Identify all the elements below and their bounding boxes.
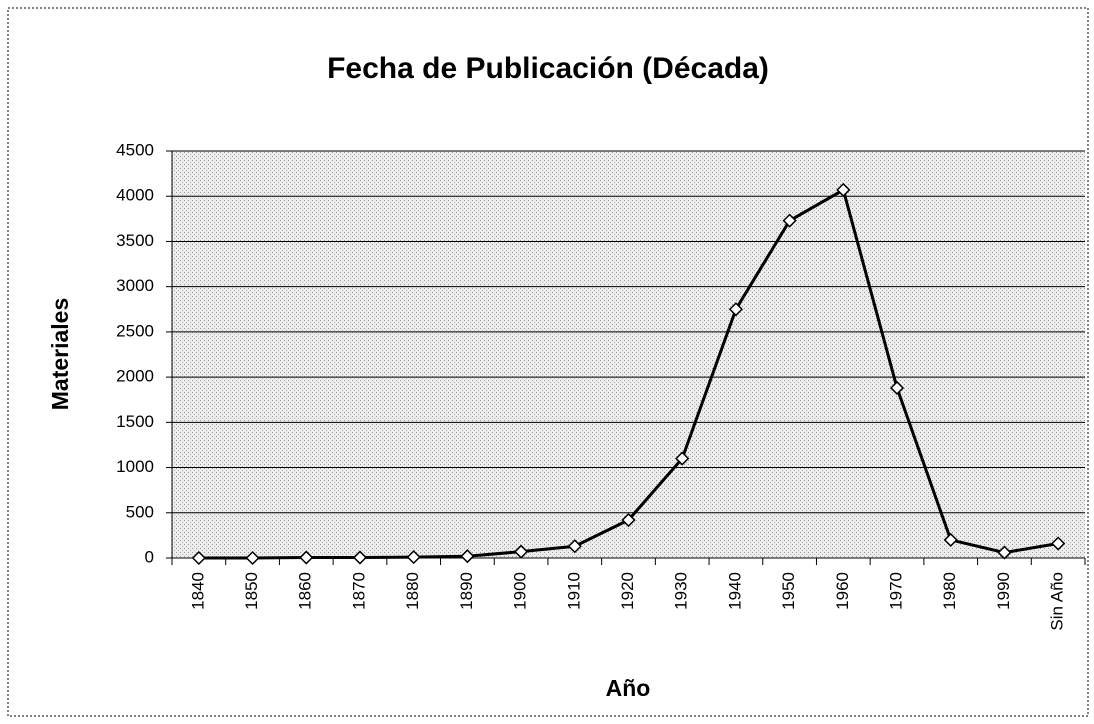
y-tick-label: 2000 bbox=[116, 367, 154, 386]
x-tick-label: 1870 bbox=[349, 572, 368, 610]
marker bbox=[299, 550, 314, 565]
marker bbox=[460, 549, 475, 564]
marker bbox=[943, 532, 958, 547]
marker bbox=[675, 451, 690, 466]
marker bbox=[567, 539, 582, 554]
y-tick-label: 2500 bbox=[116, 321, 154, 340]
x-tick-label: 1920 bbox=[618, 572, 637, 610]
marker bbox=[997, 545, 1012, 560]
marker bbox=[514, 544, 529, 559]
x-tick-label: 1850 bbox=[242, 572, 261, 610]
y-tick-label: 1500 bbox=[116, 412, 154, 431]
marker bbox=[191, 550, 206, 566]
y-tick-label: 1000 bbox=[116, 457, 154, 476]
x-tick-label: 1980 bbox=[940, 572, 959, 610]
y-tick-label: 3000 bbox=[116, 276, 154, 295]
marker bbox=[889, 380, 905, 396]
x-tick-label: 1910 bbox=[564, 572, 583, 610]
y-tick-label: 0 bbox=[145, 547, 154, 566]
x-tick-label: 1970 bbox=[887, 572, 906, 610]
marker bbox=[621, 512, 636, 528]
x-tick-label: 1960 bbox=[833, 572, 852, 610]
y-tick-label: 3500 bbox=[116, 231, 154, 250]
x-axis-label: Año bbox=[606, 675, 651, 701]
x-tick-label: 1860 bbox=[296, 572, 315, 610]
x-tick-label: 1950 bbox=[779, 572, 798, 610]
x-tick-label: 1840 bbox=[188, 572, 207, 610]
y-axis-label: Materiales bbox=[47, 298, 73, 411]
marker bbox=[728, 302, 743, 317]
x-tick-label: Sin Año bbox=[1048, 572, 1067, 631]
marker bbox=[352, 550, 368, 565]
x-tick-label: 1940 bbox=[725, 572, 744, 610]
marker bbox=[836, 182, 851, 197]
plot-area bbox=[172, 151, 1085, 558]
x-tick-label: 1990 bbox=[994, 572, 1013, 610]
marker bbox=[1051, 536, 1066, 551]
x-tick-label: 1930 bbox=[672, 572, 691, 610]
y-tick-label: 4000 bbox=[116, 186, 154, 205]
marker bbox=[406, 550, 421, 565]
y-tick-label: 4500 bbox=[116, 140, 154, 159]
y-tick-label: 500 bbox=[126, 502, 154, 521]
marker bbox=[782, 213, 797, 228]
x-tick-label: 1880 bbox=[403, 572, 422, 610]
x-tick-label: 1890 bbox=[457, 572, 476, 610]
marker bbox=[245, 550, 260, 566]
chart-title: Fecha de Publicación (Década) bbox=[327, 52, 769, 85]
x-tick-label: 1900 bbox=[511, 572, 530, 610]
